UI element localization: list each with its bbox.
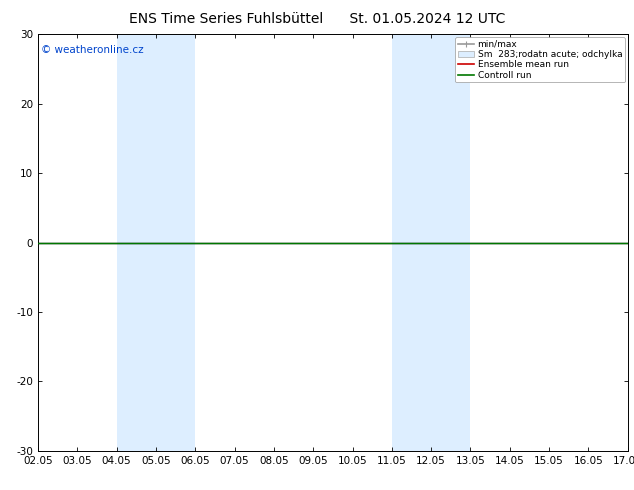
Bar: [392, 34, 470, 451]
Legend: min/max, Sm  283;rodatn acute; odchylka, Ensemble mean run, Controll run: min/max, Sm 283;rodatn acute; odchylka, …: [455, 37, 625, 82]
Text: ENS Time Series Fuhlsbüttel      St. 01.05.2024 12 UTC: ENS Time Series Fuhlsbüttel St. 01.05.20…: [129, 12, 505, 26]
Text: © weatheronline.cz: © weatheronline.cz: [41, 45, 144, 55]
Bar: [117, 34, 195, 451]
